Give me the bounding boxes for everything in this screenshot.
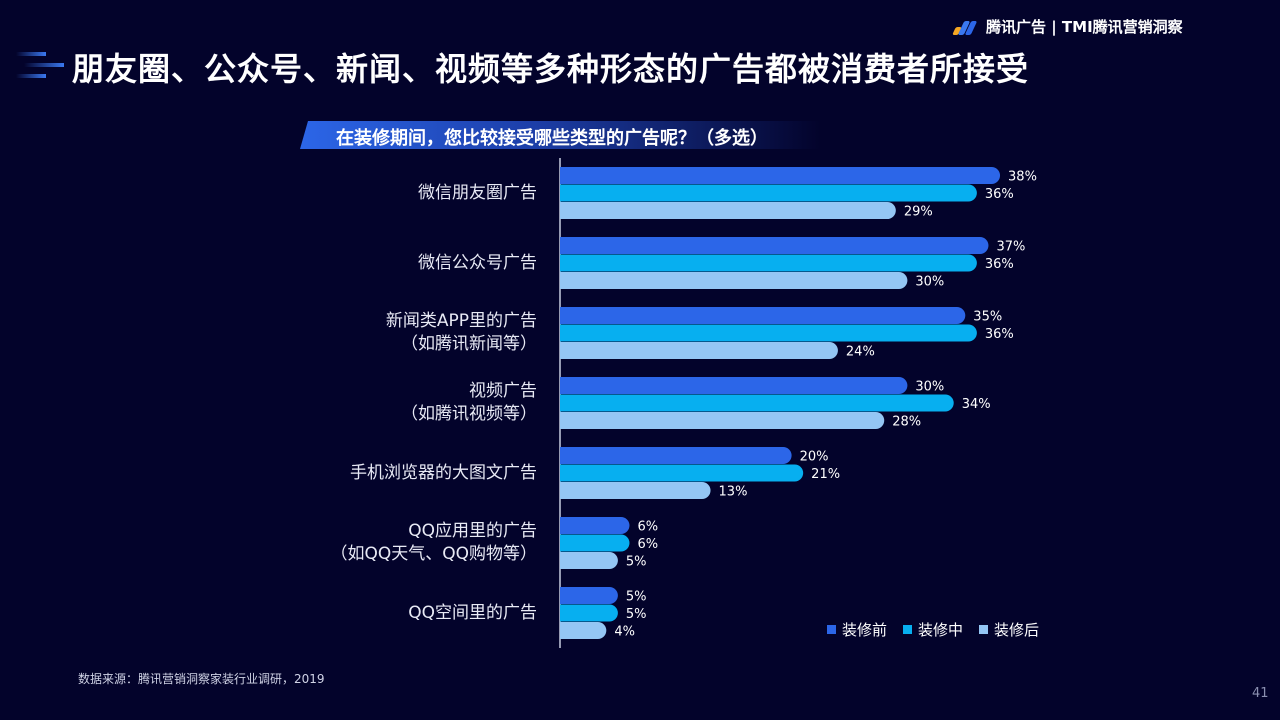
data-label: 6% — [637, 537, 658, 552]
data-label: 37% — [996, 240, 1025, 255]
data-label: 13% — [719, 485, 748, 500]
data-label: 4% — [614, 625, 635, 640]
title-decoration-icon — [16, 52, 64, 85]
legend-item: 装修前 — [827, 619, 887, 640]
bar — [560, 394, 954, 412]
legend-swatch — [979, 625, 989, 634]
category-label: 微信朋友圈广告 — [418, 182, 537, 205]
legend-label: 装修前 — [842, 621, 888, 639]
bar — [560, 587, 618, 604]
category-label-line: 微信公众号广告 — [418, 252, 537, 273]
bar — [560, 237, 989, 254]
bar — [560, 342, 838, 359]
category-label-line: （如腾讯新闻等） — [401, 334, 537, 354]
bar — [560, 552, 618, 569]
data-label: 28% — [892, 415, 921, 430]
data-label: 5% — [626, 607, 647, 622]
data-label: 34% — [962, 397, 991, 412]
data-label: 20% — [800, 450, 829, 465]
page-number: 41 — [1252, 686, 1269, 701]
data-label: 30% — [915, 380, 944, 395]
data-label: 35% — [973, 310, 1002, 325]
bar — [560, 307, 966, 324]
bar — [560, 272, 908, 289]
legend-swatch — [827, 625, 836, 634]
category-label-line: QQ空间里的广告 — [408, 602, 537, 623]
bar — [560, 622, 607, 639]
bar — [560, 184, 977, 202]
brand-text: 腾讯广告 | TMI腾讯营销洞察 — [986, 18, 1183, 36]
bar — [560, 324, 977, 342]
category-label-line: 手机浏览器的大图文广告 — [350, 462, 537, 483]
data-label: 29% — [904, 205, 933, 220]
data-label: 21% — [811, 467, 840, 482]
category-label: 微信公众号广告 — [418, 252, 537, 275]
bar — [560, 447, 792, 464]
bar — [560, 202, 896, 219]
bar — [560, 534, 630, 552]
category-label-line: 视频广告 — [469, 381, 537, 401]
category-label: QQ空间里的广告 — [408, 602, 537, 625]
chart-title-banner: 在装修期间，您比较接受哪些类型的广告呢？（多选） — [300, 121, 820, 149]
bar — [560, 254, 977, 272]
category-label: 手机浏览器的大图文广告 — [350, 462, 537, 485]
bar — [560, 412, 885, 429]
category-label: QQ应用里的广告 （如QQ天气、QQ购物等） — [330, 520, 537, 566]
legend-label: 装修后 — [994, 621, 1040, 639]
category-label-line: 微信朋友圈广告 — [418, 182, 537, 203]
brand-logo: 腾讯广告 | TMI腾讯营销洞察 — [952, 16, 1183, 37]
legend-swatch — [903, 625, 913, 634]
category-label-line: QQ应用里的广告 — [408, 521, 537, 541]
bar — [560, 482, 711, 499]
data-label: 36% — [985, 257, 1014, 272]
bar — [560, 377, 908, 394]
bar — [560, 517, 630, 534]
legend-item: 装修中 — [903, 619, 963, 640]
category-label-line: （如腾讯视频等） — [401, 404, 537, 424]
chart-title: 在装修期间，您比较接受哪些类型的广告呢？（多选） — [336, 128, 768, 149]
category-label: 视频广告 （如腾讯视频等） — [401, 380, 537, 426]
bar — [560, 464, 804, 482]
data-label: 24% — [846, 345, 875, 360]
bar — [560, 167, 1001, 184]
data-source: 数据来源：腾讯营销洞察家装行业调研，2019 — [78, 672, 325, 686]
legend: 装修前 装修中 装修后 — [827, 619, 1039, 640]
data-label: 6% — [637, 520, 658, 535]
legend-label: 装修中 — [918, 621, 964, 639]
category-label-line: （如QQ天气、QQ购物等） — [330, 544, 537, 564]
data-label: 38% — [1008, 170, 1037, 185]
data-label: 30% — [915, 275, 944, 290]
bar — [560, 604, 618, 622]
page-title: 朋友圈、公众号、新闻、视频等多种形态的广告都被消费者所接受 — [72, 50, 1030, 88]
legend-item: 装修后 — [979, 619, 1039, 640]
data-label: 5% — [626, 555, 647, 570]
data-label: 36% — [985, 327, 1014, 342]
data-label: 5% — [626, 590, 647, 605]
category-label: 新闻类APP里的广告 （如腾讯新闻等） — [386, 310, 537, 356]
data-label: 36% — [985, 187, 1014, 202]
category-label-line: 新闻类APP里的广告 — [385, 311, 537, 331]
